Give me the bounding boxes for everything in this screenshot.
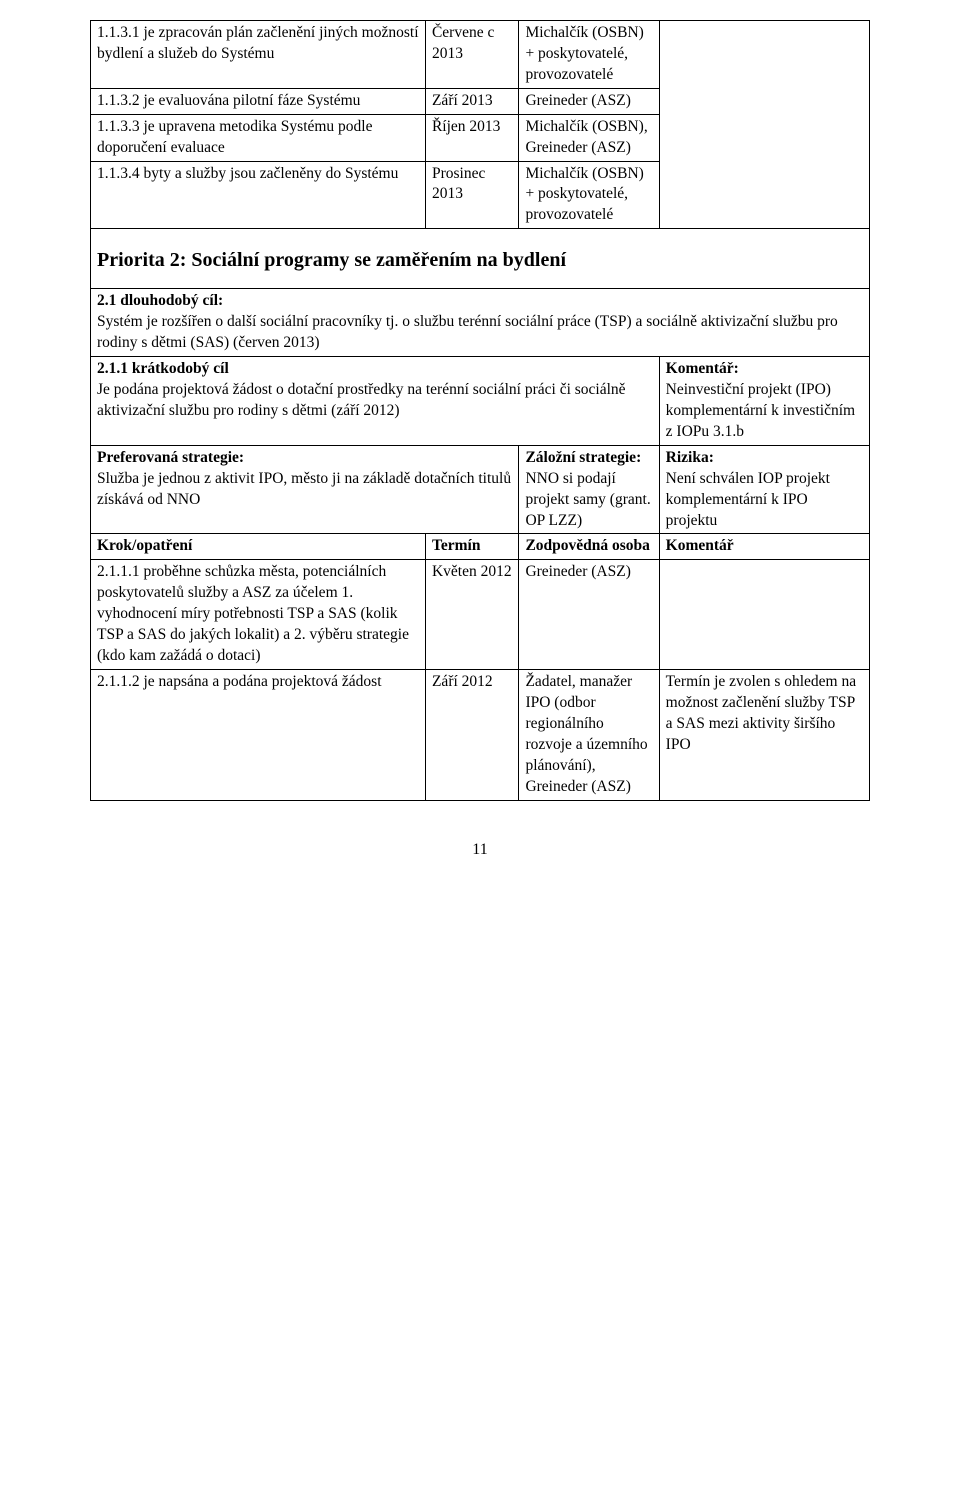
cell-text: Prosinec 2013: [425, 161, 518, 229]
comment-text: Neinvestiční projekt (IPO) komplementárn…: [666, 381, 855, 440]
short-goal-cell: 2.1.1 krátkodobý cíl Je podána projektov…: [91, 357, 660, 446]
preferred-strategy-text: Služba je jednou z aktivit IPO, město ji…: [97, 470, 511, 508]
header-step: Krok/opatření: [91, 534, 426, 560]
cell-text: [659, 560, 869, 670]
header-person: Zodpovědná osoba: [519, 534, 659, 560]
cell-text: Termín je zvolen s ohledem na možnost za…: [659, 669, 869, 800]
fallback-strategy-label: Záložní strategie:: [525, 449, 641, 466]
header-term: Termín: [425, 534, 518, 560]
goal-text: Systém je rozšířen o další sociální prac…: [97, 313, 838, 351]
risk-text: Není schválen IOP projekt komplementární…: [666, 470, 830, 529]
cell-text: Žadatel, manažer IPO (odbor regionálního…: [519, 669, 659, 800]
fallback-strategy-cell: Záložní strategie: NNO si podají projekt…: [519, 445, 659, 534]
priority-heading-row: Priorita 2: Sociální programy se zaměřen…: [91, 229, 870, 289]
cell-text: Michalčík (OSBN) + poskytovatelé, provoz…: [519, 161, 659, 229]
table-row: 2.1.1.1 proběhne schůzka města, potenciá…: [91, 560, 870, 670]
priority-heading: Priorita 2: Sociální programy se zaměřen…: [91, 229, 870, 289]
cell-text: [659, 21, 869, 229]
cell-text: Říjen 2013: [425, 114, 518, 161]
goal-cell: 2.1 dlouhodobý cíl: Systém je rozšířen o…: [91, 289, 870, 357]
table-row: 1.1.3.1 je zpracován plán začlenění jiný…: [91, 21, 870, 89]
cell-text: Září 2013: [425, 88, 518, 114]
preferred-strategy-cell: Preferovaná strategie: Služba je jednou …: [91, 445, 519, 534]
header-comment: Komentář: [659, 534, 869, 560]
comment-label: Komentář:: [666, 360, 739, 377]
risk-cell: Rizika: Není schválen IOP projekt komple…: [659, 445, 869, 534]
comment-cell: Komentář: Neinvestiční projekt (IPO) kom…: [659, 357, 869, 446]
cell-text: 2.1.1.2 je napsána a podána projektová ž…: [91, 669, 426, 800]
main-table: 1.1.3.1 je zpracován plán začlenění jiný…: [90, 20, 870, 801]
risk-label: Rizika:: [666, 449, 714, 466]
preferred-strategy-label: Preferovaná strategie:: [97, 449, 244, 466]
cell-text: Září 2012: [425, 669, 518, 800]
cell-text: Květen 2012: [425, 560, 518, 670]
cell-text: 1.1.3.3 je upravena metodika Systému pod…: [91, 114, 426, 161]
fallback-strategy-text: NNO si podají projekt samy (grant. OP LZ…: [525, 470, 650, 529]
goal-title: 2.1 dlouhodobý cíl:: [97, 292, 223, 309]
table-row: Preferovaná strategie: Služba je jednou …: [91, 445, 870, 534]
table-row: 2.1.1 krátkodobý cíl Je podána projektov…: [91, 357, 870, 446]
cell-text: 1.1.3.2 je evaluována pilotní fáze Systé…: [91, 88, 426, 114]
cell-text: Michalčík (OSBN), Greineder (ASZ): [519, 114, 659, 161]
cell-text: 2.1.1.1 proběhne schůzka města, potenciá…: [91, 560, 426, 670]
cell-text: Michalčík (OSBN) + poskytovatelé, provoz…: [519, 21, 659, 89]
table-row: 2.1.1.2 je napsána a podána projektová ž…: [91, 669, 870, 800]
cell-text: 1.1.3.1 je zpracován plán začlenění jiný…: [91, 21, 426, 89]
document-page: 1.1.3.1 je zpracován plán začlenění jiný…: [0, 0, 960, 889]
short-goal-title: 2.1.1 krátkodobý cíl: [97, 360, 229, 377]
table-header-row: Krok/opatření Termín Zodpovědná osoba Ko…: [91, 534, 870, 560]
short-goal-text: Je podána projektová žádost o dotační pr…: [97, 381, 626, 419]
cell-text: Greineder (ASZ): [519, 560, 659, 670]
page-number: 11: [90, 841, 870, 859]
cell-text: Greineder (ASZ): [519, 88, 659, 114]
table-row: 2.1 dlouhodobý cíl: Systém je rozšířen o…: [91, 289, 870, 357]
cell-text: Červene c 2013: [425, 21, 518, 89]
cell-text: 1.1.3.4 byty a služby jsou začleněny do …: [91, 161, 426, 229]
